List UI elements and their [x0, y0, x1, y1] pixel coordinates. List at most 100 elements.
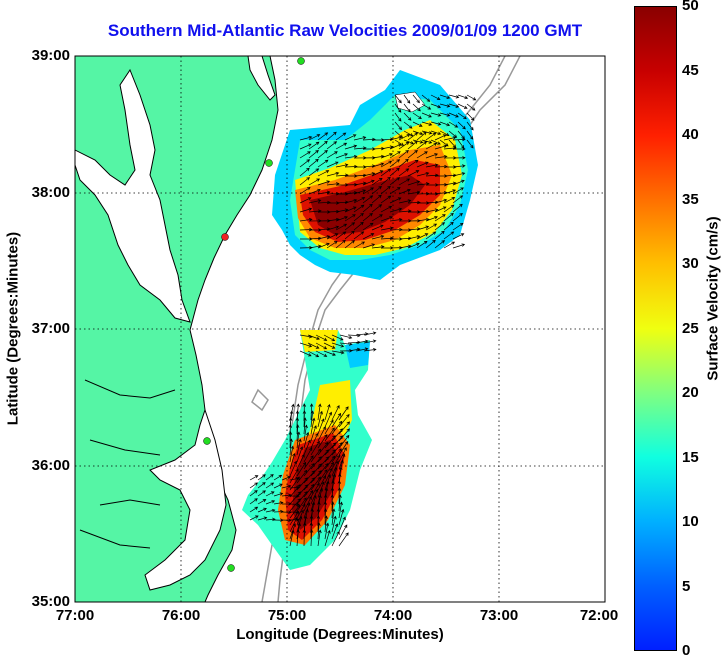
velocity-vector: [310, 440, 320, 456]
velocity-vector: [403, 130, 414, 137]
velocity-vector: [407, 170, 420, 177]
velocity-vector: [452, 179, 465, 186]
velocity-vector: [389, 159, 401, 168]
velocity-vector: [335, 223, 348, 231]
velocity-vector: [296, 454, 305, 470]
velocity-vector: [289, 502, 300, 507]
velocity-vector: [299, 207, 313, 213]
velocity-vector: [310, 432, 319, 449]
velocity-vector: [308, 141, 320, 150]
velocity-vector: [416, 151, 428, 159]
velocity-vector: [457, 112, 467, 120]
velocity-vector: [324, 522, 330, 540]
velocity-vector: [303, 417, 307, 435]
velocity-vector: [380, 160, 393, 168]
velocity-vector: [289, 494, 300, 498]
velocity-vector: [331, 515, 337, 533]
velocity-vector: [439, 112, 451, 117]
velocity-vector: [335, 216, 348, 222]
velocity-vector: [310, 482, 320, 498]
velocity-vector: [249, 490, 258, 497]
velocity-vector: [344, 164, 358, 169]
velocity-vector: [362, 222, 374, 231]
velocity-vector: [407, 235, 421, 240]
velocity-vector: [398, 188, 411, 195]
velocity-vector: [338, 406, 349, 421]
velocity-vector: [371, 194, 382, 204]
velocity-vector: [296, 477, 308, 491]
velocity-vector: [324, 442, 337, 456]
velocity-vector: [281, 475, 292, 481]
velocity-vector: [317, 441, 329, 456]
velocity-vector: [289, 517, 300, 522]
velocity-vector: [335, 132, 347, 141]
velocity-vector: [257, 482, 266, 489]
velocity-vector: [309, 403, 314, 421]
velocity-vector: [403, 94, 411, 104]
velocity-vector: [425, 231, 437, 240]
y-tick-label: 38:00: [31, 184, 70, 201]
velocity-vector: [407, 242, 420, 249]
velocity-vector: [331, 501, 335, 519]
velocity-vector: [335, 208, 349, 213]
velocity-vector: [249, 506, 259, 513]
velocity-vector: [421, 130, 433, 135]
velocity-vector: [326, 131, 337, 141]
velocity-vector: [452, 195, 464, 204]
station-marker: [227, 564, 235, 572]
velocity-vector: [289, 477, 300, 481]
velocity-vector: [307, 342, 320, 349]
velocity-vector: [452, 222, 464, 231]
velocity-vector: [310, 476, 321, 491]
velocity-vector: [416, 240, 428, 249]
velocity-vector: [324, 427, 335, 442]
velocity-vector: [430, 103, 442, 109]
velocity-vector: [371, 186, 382, 195]
x-tick-label: 76:00: [161, 607, 201, 624]
velocity-vector: [273, 474, 283, 481]
velocity-vector: [371, 214, 383, 222]
velocity-vector: [389, 187, 401, 195]
velocity-vector: [308, 158, 319, 168]
velocity-vector: [309, 529, 314, 547]
x-axis-label: Longitude (Degrees:Minutes): [236, 626, 444, 643]
velocity-vector: [331, 454, 341, 470]
velocity-vector: [434, 230, 445, 240]
velocity-vector: [363, 331, 377, 336]
velocity-vector: [371, 204, 383, 213]
velocity-vector: [407, 159, 419, 168]
velocity-vector: [317, 469, 328, 484]
grid-lines: [75, 56, 605, 602]
velocity-vector: [353, 212, 364, 222]
velocity-vector: [443, 204, 455, 213]
velocity-vector: [257, 507, 267, 513]
delaware-bay: [247, 56, 276, 101]
velocity-vector: [317, 132, 329, 141]
velocity-vector: [457, 94, 469, 100]
velocity-vector: [281, 493, 292, 497]
velocity-vector: [315, 342, 328, 350]
station-marker: [265, 159, 273, 167]
velocity-vector: [331, 428, 343, 442]
velocity-vector: [317, 140, 328, 150]
velocity-vector: [380, 176, 391, 186]
velocity-vector: [317, 149, 328, 159]
velocity-vector: [303, 490, 314, 505]
velocity-vector: [317, 475, 326, 491]
velocity-vector: [344, 206, 357, 213]
velocity-vector: [303, 463, 315, 477]
velocity-vector: [434, 214, 446, 222]
velocity-vector: [303, 455, 314, 470]
velocity-vector: [281, 484, 292, 489]
velocity-vector: [317, 403, 322, 421]
velocity-vector: [380, 195, 392, 204]
velocity-vector: [317, 434, 328, 449]
velocity-vector: [353, 221, 364, 231]
velocity-vector: [296, 503, 306, 519]
velocity-vector: [265, 491, 275, 497]
velocity-vector: [296, 469, 308, 484]
velocity-vector: [289, 452, 296, 470]
velocity-vector: [394, 94, 402, 104]
velocity-vector: [452, 203, 463, 213]
velocity-vector: [324, 411, 333, 428]
